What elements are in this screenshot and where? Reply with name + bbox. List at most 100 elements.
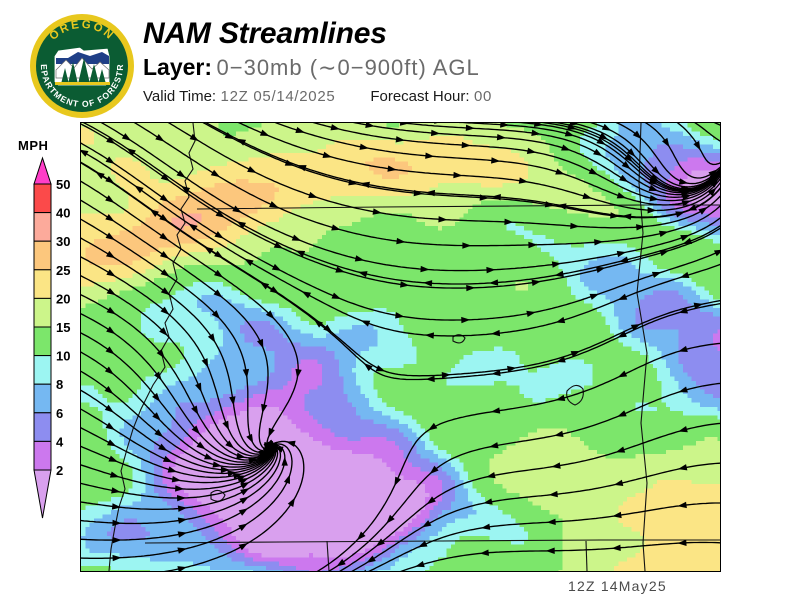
streamline-arrow [177,531,188,538]
streamline-arrow [681,194,692,201]
streamline-arrow [201,358,209,368]
streamline-arrow [236,138,247,146]
streamline-arrow [545,547,555,554]
streamline-arrow [264,442,274,449]
streamlines-layer [81,123,720,571]
streamline-arrow [269,286,280,294]
streamline-arrow [159,250,170,259]
streamline-arrow [426,496,436,505]
streamline-arrow [486,266,496,274]
streamline-arrow [281,456,288,466]
colorbar-band-6-8 [33,383,52,414]
streamline-arrow [106,326,116,335]
streamline-arrow [95,171,105,180]
streamline-arrow [678,386,688,393]
streamline-arrow [204,453,214,460]
streamline-arrow [651,271,662,279]
streamline-arrow [395,136,405,143]
streamline-arrow [595,266,606,273]
streamline-arrow [154,429,164,438]
streamline-arrow [490,329,501,337]
streamline-arrow [295,250,306,257]
streamline [81,142,720,321]
colorbar-band-under-2 [33,469,52,519]
streamline-arrow [647,207,657,214]
streamline-arrow [265,310,275,320]
streamline-arrow [679,271,690,279]
streamline-arrow [531,129,541,136]
streamline-arrow [518,177,529,184]
streamline-arrow [236,452,246,459]
streamline-arrow [259,281,270,290]
streamline-arrow [649,173,660,182]
streamline-arrow [466,284,476,292]
streamline-arrow [109,471,120,478]
lake-feature [210,489,226,502]
page-title: NAM Streamlines [143,17,387,50]
streamline-arrow [360,320,371,327]
streamline-arrow [658,230,669,237]
colorbar-tick-4: 4 [56,434,64,449]
streamline-arrow [180,185,191,194]
valid-time-label: Valid Time: [143,88,217,105]
streamline-arrow [106,136,116,144]
streamline-arrow [386,514,395,524]
streamline-arrow [313,319,324,328]
streamline-arrow [236,221,247,229]
streamline-arrow [557,203,567,210]
streamline-arrow [244,258,254,266]
streamline-arrow [214,250,224,259]
streamline-arrow [415,560,425,568]
streamline-arrow [111,487,121,494]
streamline-arrow [121,133,132,141]
streamline-arrow [331,224,341,231]
streamline-arrow [678,426,688,433]
streamline-arrow [126,148,136,156]
streamline-arrow [159,327,168,336]
streamline-arrow [677,501,687,509]
streamline-arrow [246,433,254,444]
streamline-arrow [363,362,373,372]
streamline-arrow [617,370,628,378]
streamline-arrow [490,407,501,414]
streamline-arrow [438,216,448,223]
streamline-arrow [191,405,199,415]
streamline-arrow [105,175,115,184]
streamline-arrow [526,310,536,317]
streamline-arrow [681,200,692,207]
streamline-arrow [269,201,279,208]
colorbar-tick-8: 8 [56,377,63,392]
streamline-arrow [359,143,369,150]
colorbar-tick-25: 25 [56,263,70,278]
streamline [339,422,720,571]
streamline [398,123,720,196]
streamline-arrow [422,520,432,528]
streamline-arrow [555,168,565,175]
streamline-arrow [394,476,402,487]
streamline-arrow [105,422,115,430]
streamline-arrow [112,519,122,527]
streamline-arrow [648,184,659,192]
streamline [316,342,720,571]
streamline-arrow [330,124,340,131]
streamline-arrow [617,330,627,338]
streamline-arrow [598,132,609,140]
streamline-arrow [551,462,561,469]
streamline-arrow [105,346,115,355]
streamline-arrow [594,239,604,246]
streamline-arrow [626,148,636,157]
valid-time-value: 12Z 05/14/2025 [220,88,336,105]
streamline [368,502,720,571]
streamline-arrow [659,250,670,257]
streamline [205,123,720,218]
wind-streamline-map[interactable] [80,122,721,572]
streamline-arrow [160,287,170,296]
streamline-arrow [212,461,222,468]
map-canvas [81,123,720,571]
streamline-arrow [491,194,501,201]
streamline-arrow [693,302,704,309]
streamline-arrow [462,242,472,249]
streamline-arrow [681,185,691,193]
streamline-arrow [104,385,114,395]
